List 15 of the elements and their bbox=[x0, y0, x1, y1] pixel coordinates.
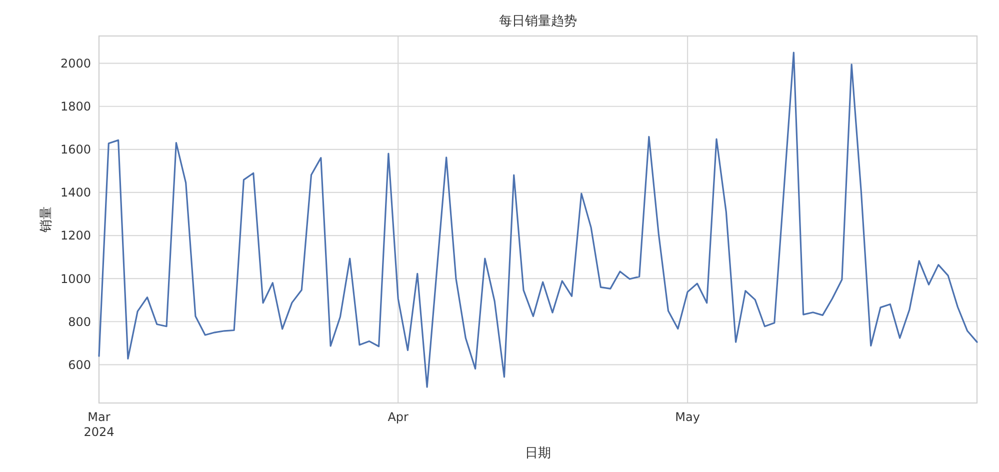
x-tick-label: Apr bbox=[388, 410, 409, 424]
y-tick-label: 600 bbox=[68, 358, 91, 372]
x-axis-title: 日期 bbox=[525, 446, 551, 461]
y-tick-label: 1000 bbox=[60, 272, 91, 286]
y-tick-label: 1200 bbox=[60, 228, 91, 243]
y-tick-label: 2000 bbox=[60, 56, 91, 71]
y-tick-label: 1400 bbox=[60, 186, 91, 200]
chart-title: 每日销量趋势 bbox=[499, 14, 577, 29]
y-axis-title: 销量 bbox=[39, 206, 54, 234]
y-tick-label: 1600 bbox=[60, 142, 91, 157]
y-tick-label: 800 bbox=[68, 314, 91, 329]
line-series bbox=[98, 52, 978, 388]
x-tick-label: May bbox=[675, 410, 700, 424]
x-tick-label: Mar 2024 bbox=[84, 410, 114, 439]
y-tick-label: 1800 bbox=[60, 100, 91, 114]
